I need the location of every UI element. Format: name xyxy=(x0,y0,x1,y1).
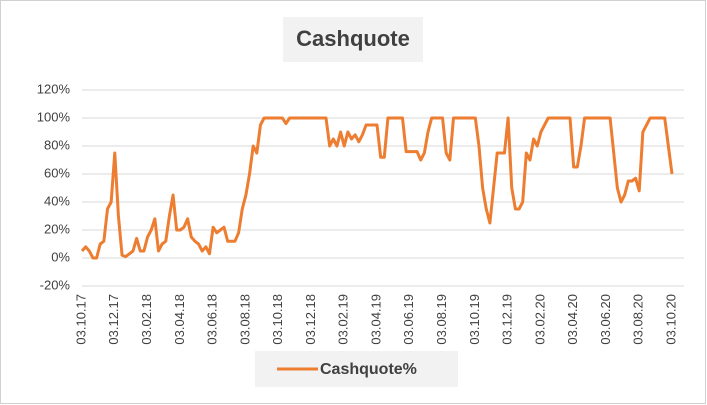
chart-title: Cashquote xyxy=(296,26,410,51)
line-series xyxy=(80,116,674,260)
x-tick-label: 03.02.20 xyxy=(532,294,547,345)
x-tick-label: 03.10.19 xyxy=(467,294,482,345)
y-tick-label: 0% xyxy=(51,249,70,264)
x-tick-label: 03.12.18 xyxy=(303,294,318,345)
legend-label: Cashquote% xyxy=(320,361,417,378)
title-box xyxy=(283,17,423,62)
x-tick-label: 03.04.18 xyxy=(172,294,187,345)
x-tick-label: 03.02.18 xyxy=(139,294,154,345)
x-tick-label: 03.08.18 xyxy=(237,294,252,345)
x-tick-label: 03.06.19 xyxy=(401,294,416,345)
y-tick-label: 120% xyxy=(37,81,71,96)
x-tick-label: 03.10.17 xyxy=(73,294,88,345)
x-tick-label: 03.08.20 xyxy=(631,294,646,345)
x-tick-label: 03.06.20 xyxy=(598,294,613,345)
y-tick-label: -20% xyxy=(40,277,71,292)
x-tick-label: 03.04.19 xyxy=(368,294,383,345)
y-tick-label: 20% xyxy=(44,221,70,236)
x-tick-label: 03.12.19 xyxy=(500,294,515,345)
x-tick-label: 03.12.17 xyxy=(106,294,121,345)
x-tick-label: 03.06.18 xyxy=(205,294,220,345)
x-tick-label: 03.10.20 xyxy=(663,294,678,345)
y-tick-label: 100% xyxy=(37,109,71,124)
x-tick-label: 03.10.18 xyxy=(270,294,285,345)
y-tick-label: 40% xyxy=(44,193,70,208)
x-tick-label: 03.02.19 xyxy=(336,294,351,345)
y-tick-label: 60% xyxy=(44,165,70,180)
y-tick-label: 80% xyxy=(44,137,70,152)
x-tick-label: 03.08.19 xyxy=(434,294,449,345)
x-tick-label: 03.04.20 xyxy=(565,294,580,345)
